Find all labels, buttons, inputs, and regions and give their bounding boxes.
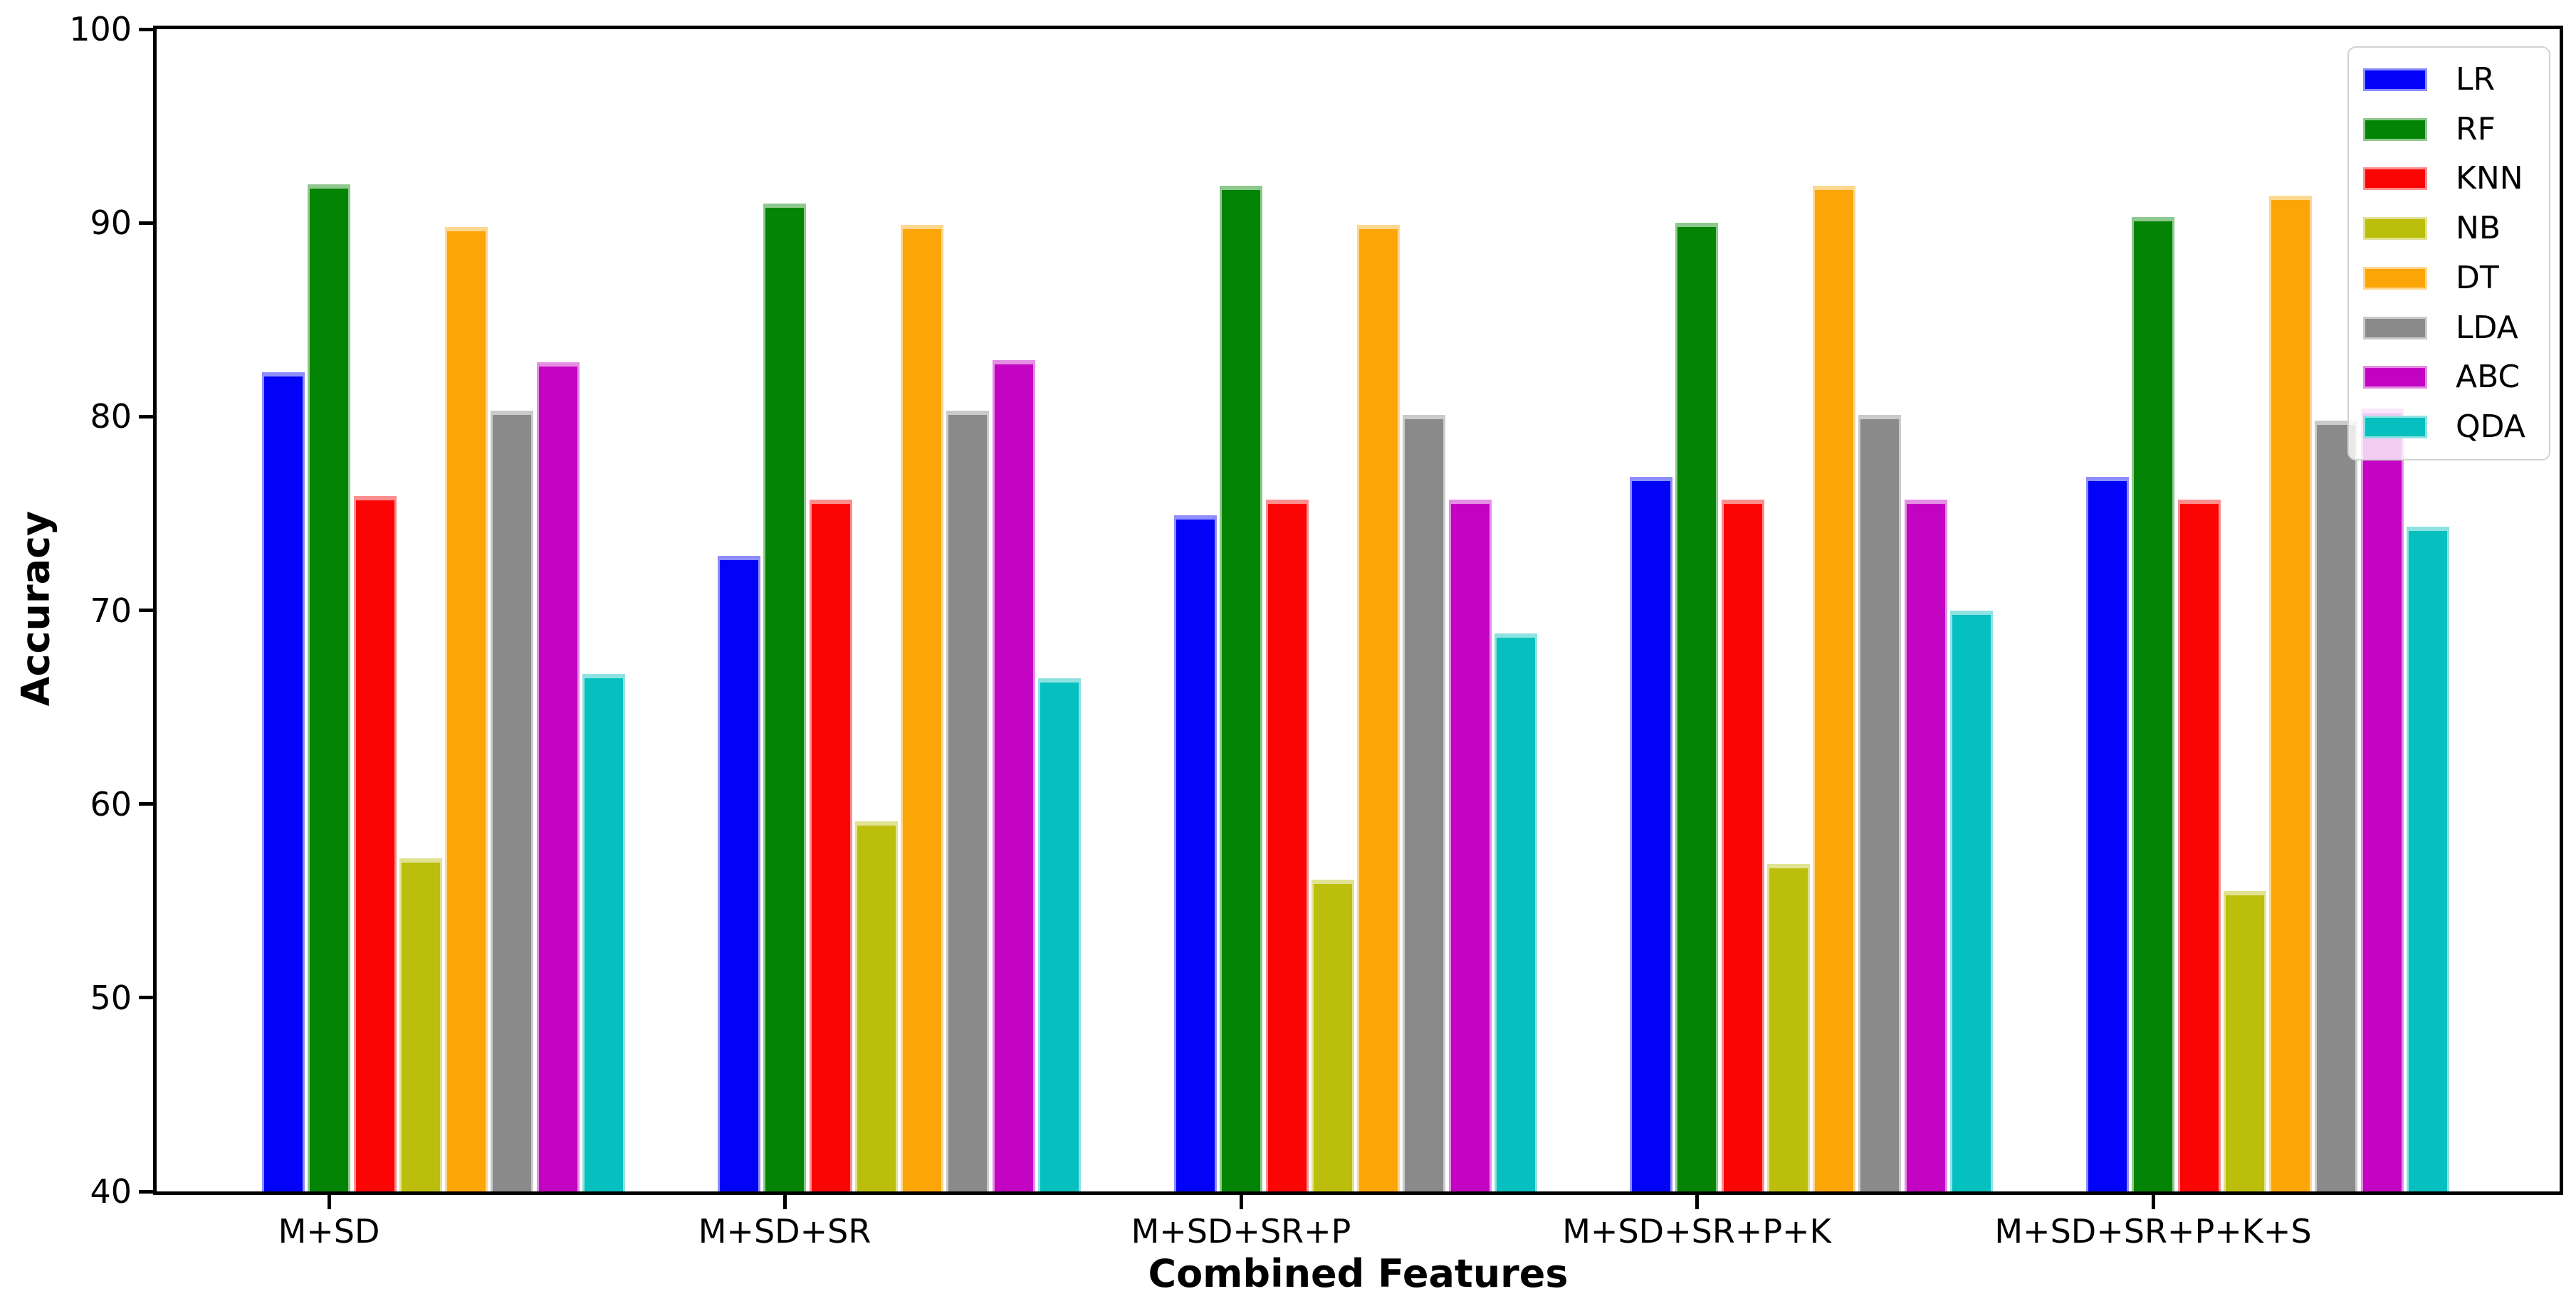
x-tick-label-M+SD+SR: M+SD+SR <box>698 1212 871 1251</box>
bar-QDA-M+SD+SR+P <box>1494 633 1538 1191</box>
bar-NB-M+SD <box>399 858 442 1191</box>
legend-item-LR: LR <box>2363 60 2549 98</box>
x-tick-mark-M+SD+SR <box>782 1195 787 1209</box>
x-tick-label-M+SD+SR+P+K+S: M+SD+SR+P+K+S <box>1994 1212 2312 1251</box>
bar-LDA-M+SD+SR+P+K <box>1858 414 1902 1191</box>
bar-NB-M+SD+SR+P <box>1311 879 1354 1191</box>
x-tick-mark-M+SD+SR+P+K <box>1695 1195 1699 1209</box>
bar-KNN-M+SD+SR+P+K <box>1721 500 1764 1191</box>
y-tick-label-60: 60 <box>90 784 132 823</box>
bar-KNN-M+SD+SR+P <box>1265 500 1309 1191</box>
y-tick-mark-80 <box>139 414 153 418</box>
bar-DT-M+SD+SR+P <box>1357 224 1400 1191</box>
x-axis-title: Combined Features <box>1148 1251 1569 1296</box>
y-tick-label-40: 40 <box>90 1172 132 1211</box>
legend-label-KNN: KNN <box>2456 160 2523 197</box>
legend-swatch-DT <box>2363 266 2427 290</box>
y-tick-mark-90 <box>139 221 153 225</box>
y-tick-mark-70 <box>139 609 153 612</box>
y-tick-label-100: 100 <box>69 10 132 48</box>
bar-QDA-M+SD+SR+P+K+S <box>2407 527 2450 1191</box>
y-tick-mark-40 <box>139 1189 153 1194</box>
legend-label-ABC: ABC <box>2456 359 2520 396</box>
legend: LR RF KNN NB DT LDA ABC QDA <box>2347 46 2550 460</box>
legend-label-DT: DT <box>2456 259 2499 296</box>
legend-item-DT: DT <box>2363 260 2549 296</box>
bar-NB-M+SD+SR+P+K+S <box>2223 891 2266 1191</box>
plot-area: LR RF KNN NB DT LDA ABC QDA 40 50 60 70 80 90 100 M+SD… <box>69 10 2563 1251</box>
y-tick-mark-60 <box>139 802 153 806</box>
bar-LR-M+SD+SR+P <box>1173 515 1217 1191</box>
legend-item-RF: RF <box>2363 110 2549 147</box>
bar-NB-M+SD+SR+P+K <box>1766 864 1810 1191</box>
bar-LR-M+SD <box>261 372 305 1191</box>
bar-KNN-M+SD+SR+P+K+S <box>2177 500 2221 1191</box>
bar-LR-M+SD+SR+P+K+S <box>2085 476 2129 1191</box>
legend-swatch-KNN <box>2363 167 2427 191</box>
bar-RF-M+SD <box>308 184 351 1191</box>
legend-swatch-NB <box>2363 217 2427 241</box>
legend-swatch-LDA <box>2363 316 2427 339</box>
bar-DT-M+SD+SR <box>901 224 944 1191</box>
legend-item-NB: NB <box>2363 211 2549 246</box>
bar-LDA-M+SD+SR+P <box>1403 414 1446 1191</box>
x-tick-label-M+SD+SR+P: M+SD+SR+P <box>1131 1212 1351 1251</box>
y-axis-title: Accuracy <box>13 510 58 707</box>
x-tick-mark-M+SD+SR+P+K+S <box>2151 1195 2155 1209</box>
legend-swatch-RF <box>2363 117 2427 141</box>
bar-LDA-M+SD+SR+P+K+S <box>2315 420 2358 1191</box>
bar-ABC-M+SD+SR+P <box>1448 500 1492 1191</box>
x-tick-label-M+SD: M+SD <box>278 1212 380 1251</box>
legend-item-KNN: KNN <box>2363 161 2549 196</box>
bar-LR-M+SD+SR+P+K <box>1629 476 1672 1191</box>
bar-DT-M+SD <box>445 226 488 1191</box>
y-tick-mark-100 <box>139 27 153 31</box>
bar-RF-M+SD+SR+P+K <box>1675 223 1719 1191</box>
legend-item-QDA: QDA <box>2363 409 2549 445</box>
bar-RF-M+SD+SR <box>763 203 807 1191</box>
y-tick-label-80: 80 <box>90 397 132 436</box>
bar-LDA-M+SD+SR <box>946 411 990 1191</box>
bar-RF-M+SD+SR+P <box>1220 186 1263 1191</box>
legend-swatch-LR <box>2363 68 2427 91</box>
legend-item-LDA: LDA <box>2363 310 2549 346</box>
bar-ABC-M+SD+SR+P+K+S <box>2360 409 2404 1191</box>
bar-LDA-M+SD <box>491 411 534 1191</box>
bar-KNN-M+SD <box>353 495 397 1191</box>
bar-NB-M+SD+SR <box>854 821 898 1191</box>
legend-label-LDA: LDA <box>2456 309 2518 346</box>
legend-label-QDA: QDA <box>2456 409 2525 446</box>
bar-ABC-M+SD+SR <box>992 360 1035 1191</box>
x-tick-label-M+SD+SR+P+K: M+SD+SR+P+K <box>1562 1212 1831 1251</box>
y-tick-label-70: 70 <box>90 591 132 630</box>
bar-ABC-M+SD+SR+P+K <box>1904 500 1947 1191</box>
bar-DT-M+SD+SR+P+K+S <box>2269 196 2313 1191</box>
legend-label-RF: RF <box>2456 110 2496 147</box>
x-tick-mark-M+SD+SR+P <box>1239 1195 1243 1209</box>
bar-RF-M+SD+SR+P+K+S <box>2132 217 2175 1191</box>
bar-LR-M+SD+SR <box>717 556 760 1191</box>
legend-item-ABC: ABC <box>2363 359 2549 395</box>
y-tick-label-90: 90 <box>90 204 132 243</box>
bar-QDA-M+SD <box>582 674 626 1191</box>
bar-DT-M+SD+SR+P+K <box>1813 186 1856 1191</box>
bar-KNN-M+SD+SR <box>809 500 852 1191</box>
legend-label-NB: NB <box>2456 210 2501 247</box>
bar-QDA-M+SD+SR <box>1038 678 1082 1191</box>
y-tick-mark-50 <box>139 996 153 1000</box>
legend-swatch-ABC <box>2363 366 2427 389</box>
x-tick-mark-M+SD <box>327 1195 331 1209</box>
legend-swatch-QDA <box>2363 416 2427 439</box>
legend-label-LR: LR <box>2456 60 2496 98</box>
bar-QDA-M+SD+SR+P+K <box>1950 610 1994 1191</box>
y-tick-label-50: 50 <box>90 978 132 1017</box>
bar-ABC-M+SD <box>536 362 580 1191</box>
